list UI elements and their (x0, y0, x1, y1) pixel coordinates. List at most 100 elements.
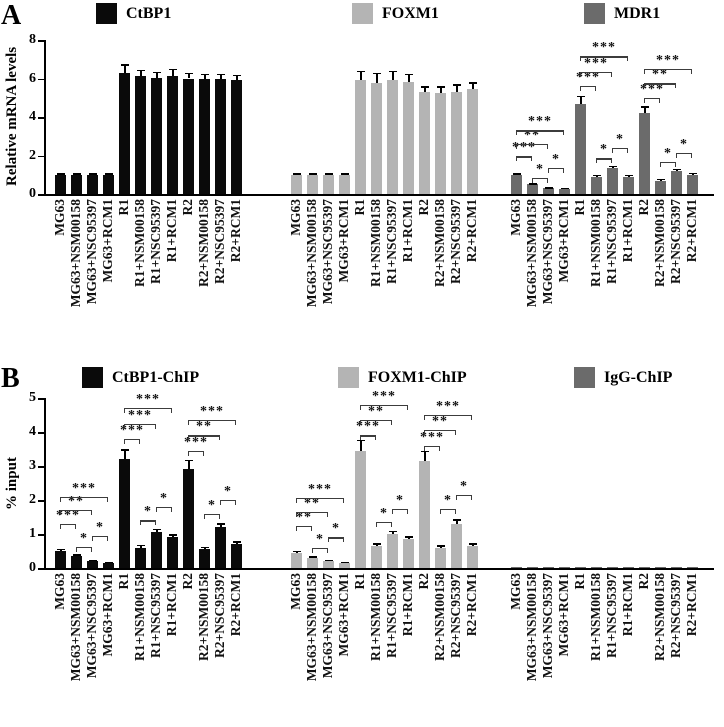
significance-bracket (532, 177, 548, 179)
legend-item-ctbp1-chip: CtBP1-ChIP (82, 367, 199, 388)
bar-ctbp1-chip-mg63 (54, 551, 66, 568)
x-tick-label-r2-nsc95397: R2+NSC95397 (448, 573, 463, 658)
bracket-tick (124, 408, 126, 414)
x-tick-label-r1-nsc95397: R1+NSC95397 (148, 573, 163, 658)
significance-label: * (144, 504, 152, 520)
significance-label: * (208, 497, 216, 513)
x-tick-label-r2: R2 (416, 573, 431, 590)
bar-mdr1-r1-nsm00158 (590, 176, 602, 194)
significance-bracket (204, 513, 220, 515)
x-tick-label-r2-rcm1: R2+RCM1 (464, 199, 479, 263)
significance-label: * (224, 484, 232, 499)
significance-label: *** (120, 422, 144, 438)
panel-A: A Relative mRNA levels 0 2 4 6 8 CtBP1 FOXM1 MD… (0, 0, 724, 363)
x-tick-label-r1-nsc95397: R1+NSC95397 (148, 199, 163, 284)
significance-label: *** (528, 114, 552, 130)
bracket-tick (360, 420, 362, 426)
error-bar-cap (388, 70, 397, 73)
bracket-tick (532, 177, 534, 183)
bracket-tick (547, 143, 549, 149)
panel-A-letter: A (1, 0, 22, 31)
x-tick-label-r1: R1 (116, 573, 131, 590)
bar-igg-chip-mg63-nsc95397 (542, 566, 554, 568)
significance-label: * (316, 531, 324, 547)
x-tick-label-r2-rcm1: R2+RCM1 (464, 573, 479, 637)
bar-foxm1-chip-r1 (354, 450, 366, 568)
significance-bracket (424, 445, 440, 447)
bracket-tick (376, 522, 378, 528)
error-bar-cap (512, 173, 521, 175)
error-bar (392, 530, 394, 534)
x-tick-label-r1: R1 (352, 573, 367, 590)
bar-igg-chip-mg63 (510, 566, 522, 568)
x-tick-label-r1-rcm1: R1+RCM1 (164, 573, 179, 637)
bracket-tick (188, 450, 190, 456)
error-bar (140, 69, 142, 76)
x-tick-label-mg63: MG63 (288, 573, 303, 610)
significance-label: *** (184, 434, 208, 450)
error-bar-cap (56, 173, 65, 175)
significance-label: * (444, 492, 452, 508)
error-bar-cap (372, 543, 381, 545)
x-tick-label-mg63-rcm1: MG63+RCM1 (336, 199, 351, 283)
error-bar (424, 86, 426, 92)
significance-bracket (360, 420, 392, 422)
bracket-tick (424, 415, 426, 420)
bar-ctbp1-r2-nsm00158 (198, 79, 210, 194)
y-axis-line (44, 40, 46, 195)
bracket-tick (219, 513, 221, 519)
bracket-tick (188, 420, 190, 426)
error-bar-cap (592, 174, 601, 177)
bracket-tick (471, 415, 473, 420)
bracket-tick (644, 68, 646, 74)
y-tick-label: 4 (29, 424, 36, 439)
significance-bracket (644, 68, 692, 71)
significance-bracket (516, 143, 548, 146)
error-bar-cap (120, 449, 129, 451)
error-bar-cap (404, 536, 413, 538)
x-tick-label-r2-nsm00158: R2+NSM00158 (432, 573, 447, 661)
x-tick-label-r2-rcm1: R2+RCM1 (684, 573, 699, 637)
significance-label: ** (368, 404, 384, 420)
significance-bracket (360, 435, 376, 437)
bar-mdr1-r2 (638, 113, 650, 194)
legend-swatch-mdr1 (584, 3, 605, 24)
bracket-tick (580, 71, 582, 77)
error-bar-cap (404, 73, 413, 76)
bracket-tick (407, 508, 409, 514)
bracket-tick (327, 511, 329, 517)
bar-foxm1-chip-mg63 (290, 552, 302, 568)
bracket-tick (327, 547, 329, 553)
error-bar-cap (468, 543, 477, 545)
significance-bracket (124, 438, 140, 440)
significance-label: * (600, 142, 608, 158)
error-bar-cap (608, 165, 617, 168)
significance-label: *** (372, 388, 396, 404)
bracket-tick (580, 56, 582, 62)
significance-bracket (124, 423, 156, 425)
bracket-tick (60, 523, 62, 529)
significance-bracket (580, 56, 628, 58)
y-tick-label: 1 (29, 526, 36, 541)
x-tick-label-mg63-nsm00158: MG63+NSM00158 (524, 573, 539, 682)
significance-label: *** (576, 70, 600, 86)
panel-B-plot-area: 0 1 2 3 4 5 CtBP1-ChIP FOXM1-ChIP IgG-ChIP MG63 MG… (0, 363, 724, 727)
bar-mdr1-r1 (574, 103, 586, 194)
y-axis-tick (38, 78, 44, 80)
bracket-tick (455, 430, 457, 436)
significance-label: ** (196, 419, 212, 435)
significance-bracket (676, 152, 692, 154)
bracket-tick (75, 523, 77, 529)
bracket-tick (627, 147, 629, 153)
error-bar-cap (88, 173, 97, 175)
significance-label: *** (420, 429, 444, 445)
x-tick-label-r2: R2 (180, 199, 195, 216)
significance-label: * (380, 506, 388, 522)
bracket-tick (611, 158, 613, 164)
error-bar (392, 70, 394, 81)
significance-bracket (140, 520, 156, 522)
x-tick-label-r1-nsm00158: R1+NSM00158 (368, 573, 383, 661)
bracket-tick (155, 520, 157, 526)
bracket-tick (676, 152, 678, 158)
bracket-tick (140, 520, 142, 526)
